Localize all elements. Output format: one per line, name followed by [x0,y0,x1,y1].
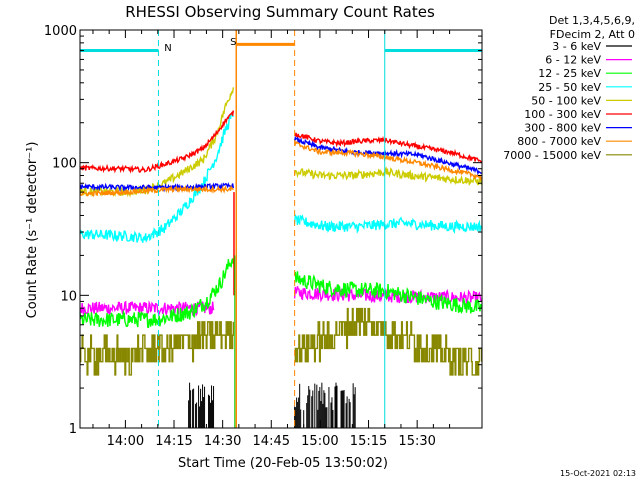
legend-label-300-800-kev: 300 - 800 keV [524,122,601,135]
y-tick-label-3: 1000 [44,24,77,39]
y-axis-label: Count Rate (s⁻¹ detector⁻¹) [25,142,40,319]
x-tick-label-6: 15:30 [398,434,435,449]
series-12-25-kev [79,258,483,329]
legend-label-6-12-kev: 6 - 12 keV [545,54,601,67]
footer-date: 15-Oct-2021 02:13 [560,469,636,478]
legend-label-25-50-kev: 25 - 50 keV [538,81,601,94]
y-tick-label-0: 1 [69,422,77,437]
legend-label-100-300-kev: 100 - 300 keV [524,108,601,121]
x-tick-label-1: 14:15 [155,434,192,449]
legend-label-7000-15000-kev: 7000 - 15000 keV [503,149,601,162]
legend-label-3-6-kev: 3 - 6 keV [552,40,601,53]
series-800-7000-kev [79,140,483,197]
series-800-7000-kev-segment-1 [293,140,483,182]
series-7000-15000-kev-segment-1 [294,307,483,376]
chart-title: RHESSI Observing Summary Count Rates [125,3,435,21]
series-100-300-kev-segment-1 [294,132,483,164]
series-50-100-kev-segment-1 [293,166,483,186]
x-tick-label-2: 14:30 [204,434,241,449]
x-axis-label: Start Time (20-Feb-05 13:50:02) [178,456,388,471]
y-tick-label-1: 10 [60,289,77,304]
series-300-800-kev-segment-0 [79,182,235,193]
x-tick-label-3: 14:45 [253,434,290,449]
plot-frame [79,29,483,429]
axis-layer: 14:00 14:15 14:30 14:45 15:00 15:15 15:30 1 10 10… [44,24,483,449]
x-tick-label-5: 15:15 [350,434,387,449]
legend-header-line-2: FDecim 2, Att 0 [550,28,635,41]
x-tick-label-4: 15:00 [301,434,338,449]
saa-label-0: S [230,37,236,48]
series-12-25-kev-segment-0 [79,258,235,329]
night-label-0: N [164,43,171,54]
y-tick-label-2: 100 [52,157,77,172]
legend-header-line-1: Det 1,3,4,5,6,9, [549,14,635,27]
legend: Det 1,3,4,5,6,9, FDecim 2, Att 0 3 - 6 k… [503,14,635,162]
legend-label-50-100-kev: 50 - 100 keV [531,94,601,107]
series-3-6-kev [188,382,356,428]
data-series-layer [79,87,483,428]
legend-label-800-7000-kev: 800 - 7000 keV [517,135,601,148]
series-25-50-kev [79,111,483,244]
series-12-25-kev-segment-1 [293,271,483,315]
x-tick-label-0: 14:00 [107,434,144,449]
series-100-300-kev [79,110,483,174]
series-800-7000-kev-segment-0 [79,184,234,197]
series-25-50-kev-segment-0 [79,111,234,244]
series-100-300-kev-segment-0 [79,110,235,174]
series-7000-15000-kev [80,307,483,376]
series-7000-15000-kev-segment-0 [80,321,235,376]
legend-label-12-25-kev: 12 - 25 keV [538,67,601,80]
series-25-50-kev-segment-1 [293,213,483,234]
